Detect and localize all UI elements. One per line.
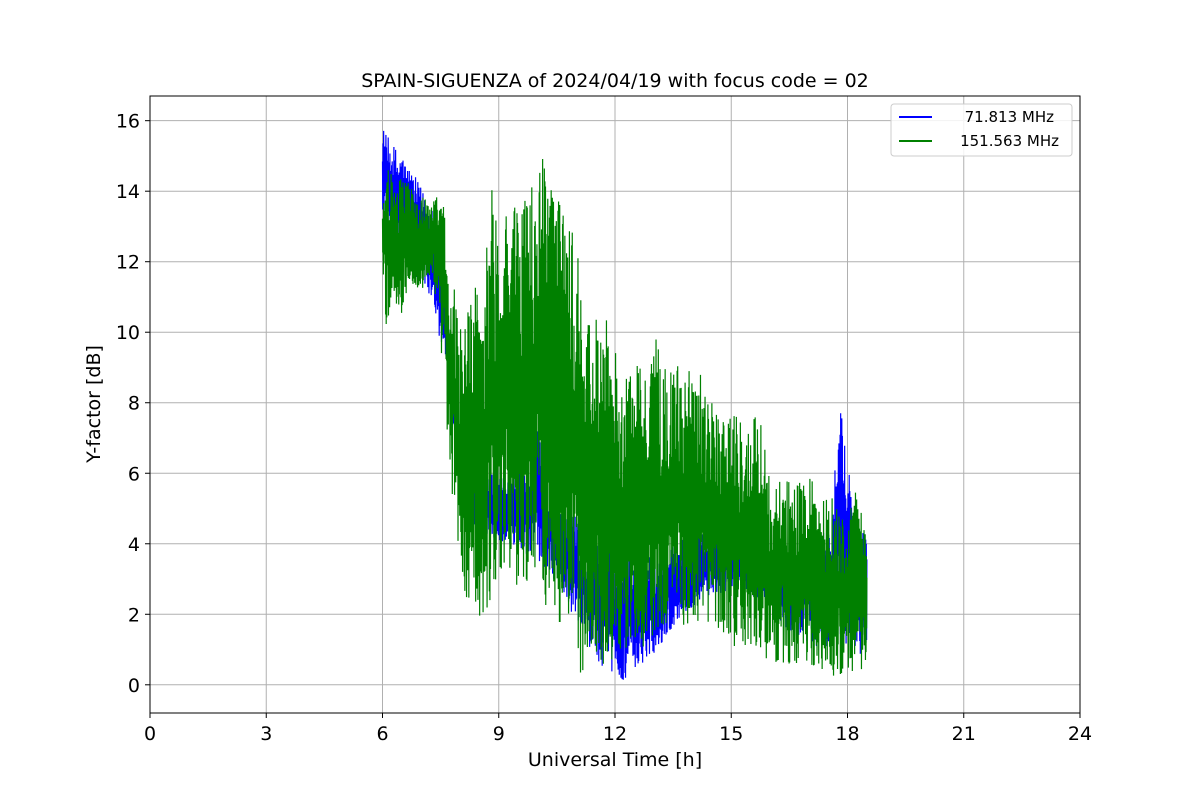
x-tick-label: 18 <box>835 723 859 745</box>
x-axis-label: Universal Time [h] <box>528 749 702 771</box>
y-tick-label: 6 <box>128 463 140 485</box>
y-tick-label: 8 <box>128 393 140 415</box>
y-ticks: 0 2 4 6 8 10 12 14 16 <box>116 111 150 697</box>
x-tick-label: 3 <box>260 723 272 745</box>
x-tick-label: 24 <box>1068 723 1092 745</box>
y-tick-label: 4 <box>128 534 140 556</box>
x-tick-label: 21 <box>952 723 976 745</box>
chart-title: SPAIN-SIGUENZA of 2024/04/19 with focus … <box>361 70 869 92</box>
x-ticks: 0 3 6 9 12 15 18 21 24 <box>144 713 1092 745</box>
x-tick-label: 9 <box>493 723 505 745</box>
y-axis-label: Y-factor [dB] <box>83 345 105 464</box>
y-tick-label: 16 <box>116 111 140 133</box>
legend-label-151-563: 151.563 MHz <box>960 132 1059 150</box>
x-tick-label: 0 <box>144 723 156 745</box>
y-tick-label: 2 <box>128 604 140 626</box>
legend-label-71-813: 71.813 MHz <box>965 108 1054 126</box>
y-tick-label: 10 <box>116 322 140 344</box>
x-tick-label: 15 <box>719 723 743 745</box>
x-tick-label: 6 <box>376 723 388 745</box>
x-tick-label: 12 <box>603 723 627 745</box>
y-tick-label: 12 <box>116 252 140 274</box>
series-line-151-563-mhz <box>381 159 868 676</box>
legend-box <box>890 103 1073 157</box>
legend: 71.813 MHz 151.563 MHz <box>890 103 1073 157</box>
y-tick-label: 0 <box>128 675 140 697</box>
y-tick-label: 14 <box>116 181 140 203</box>
series-layer <box>381 130 868 680</box>
